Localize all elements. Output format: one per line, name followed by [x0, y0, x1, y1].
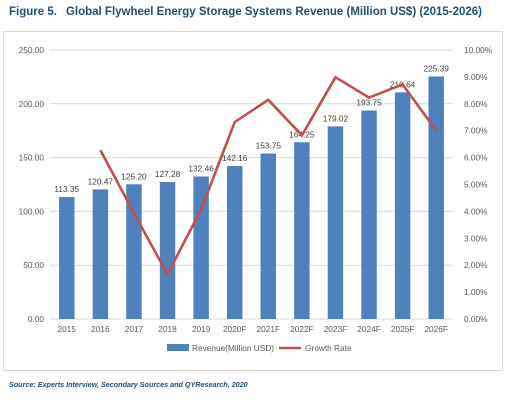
bar [59, 197, 75, 319]
growth-line-series [99, 75, 438, 276]
bar-data-label: 225.39 [424, 63, 450, 73]
bar [394, 92, 411, 319]
legend-bar-swatch [167, 344, 189, 351]
right-axis-tick-label: 1.00% [464, 287, 488, 297]
x-axis-ticks: 2015 2016 2017 2018 2019 2020F 2021F 2022F 2023F… [58, 324, 448, 334]
bar-series [59, 76, 444, 320]
left-axis-tick-label: 0.00 [28, 314, 45, 324]
left-axis-ticks: 0.00 50.00 100.00 150.00 200.00 250.00 [19, 45, 45, 324]
bar-data-label: 113.35 [54, 184, 79, 194]
x-axis-tick-label: 2024F [357, 324, 381, 334]
growth-rate-line [99, 75, 438, 276]
right-axis-tick-label: 3.00% [464, 233, 488, 243]
x-axis-tick-label: 2018 [158, 324, 177, 334]
bar-data-label: 142.16 [222, 153, 248, 163]
bar [193, 176, 209, 319]
bar [159, 182, 176, 319]
legend: Revenue(Million USD) Growth Rate [167, 343, 352, 353]
left-axis-tick-label: 100.00 [19, 206, 45, 216]
x-axis-tick-label: 2025F [391, 324, 415, 334]
legend-bar-label: Revenue(Million USD) [192, 343, 274, 353]
figure-number: Figure 5. [9, 6, 57, 18]
bar [428, 76, 444, 319]
bar-data-label: 120.47 [88, 176, 114, 186]
right-axis-tick-label: 5.00% [464, 180, 488, 190]
bar [260, 153, 277, 319]
chart-frame [3, 31, 503, 371]
right-axis-tick-label: 4.00% [464, 206, 488, 216]
right-axis-tick-label: 6.00% [464, 153, 488, 163]
bar [294, 142, 310, 319]
right-axis-ticks: 0.00% 1.00% 2.00% 3.00% 4.00% 5.00% 6.00% 7.00%… [464, 45, 493, 324]
bar [92, 189, 109, 319]
right-axis-tick-label: 0.00% [464, 314, 488, 324]
x-axis-tick-label: 2023F [324, 324, 348, 334]
left-axis-tick-label: 50.00 [23, 260, 44, 270]
bar-data-label: 193.75 [356, 98, 382, 108]
figure-title: Figure 5. Global Flywheel Energy Storage … [9, 6, 482, 18]
legend-line-label: Growth Rate [305, 343, 352, 353]
x-axis-tick-label: 2015 [58, 324, 77, 334]
bar [327, 126, 344, 319]
bar-data-label: 153.75 [256, 141, 282, 151]
figure-title-text: Global Flywheel Energy Storage Systems R… [65, 6, 482, 18]
x-axis-tick-label: 2022F [290, 324, 314, 334]
right-axis-tick-label: 10.00% [464, 45, 493, 55]
x-axis-tick-label: 2021F [257, 324, 281, 334]
combo-chart: 113.35 120.47 125.20 127.28 132.46 142.16 153.… [19, 45, 493, 353]
left-axis-tick-label: 200.00 [19, 99, 45, 109]
source-note: Source: Experts Interview, Secondary Sou… [9, 380, 248, 389]
bar-data-label: 127.28 [155, 169, 181, 179]
x-axis-tick-label: 2016 [91, 324, 110, 334]
x-axis-tick-label: 2020F [223, 324, 247, 334]
gridlines [50, 49, 453, 320]
bar [226, 166, 243, 319]
x-axis-tick-label: 2017 [125, 324, 144, 334]
bar-data-label: 125.20 [121, 171, 147, 181]
x-axis-tick-label: 2026F [424, 324, 448, 334]
right-axis-tick-label: 9.00% [464, 72, 488, 82]
left-axis-tick-label: 250.00 [19, 45, 45, 55]
left-axis-tick-label: 150.00 [19, 153, 45, 163]
right-axis-tick-label: 8.00% [464, 99, 488, 109]
bar [361, 110, 377, 320]
right-axis-tick-label: 7.00% [464, 126, 488, 136]
bar-data-label: 179.02 [323, 113, 349, 123]
bar-data-label: 132.46 [188, 163, 214, 173]
right-axis-tick-label: 2.00% [464, 260, 488, 270]
x-axis-tick-label: 2019 [192, 324, 211, 334]
